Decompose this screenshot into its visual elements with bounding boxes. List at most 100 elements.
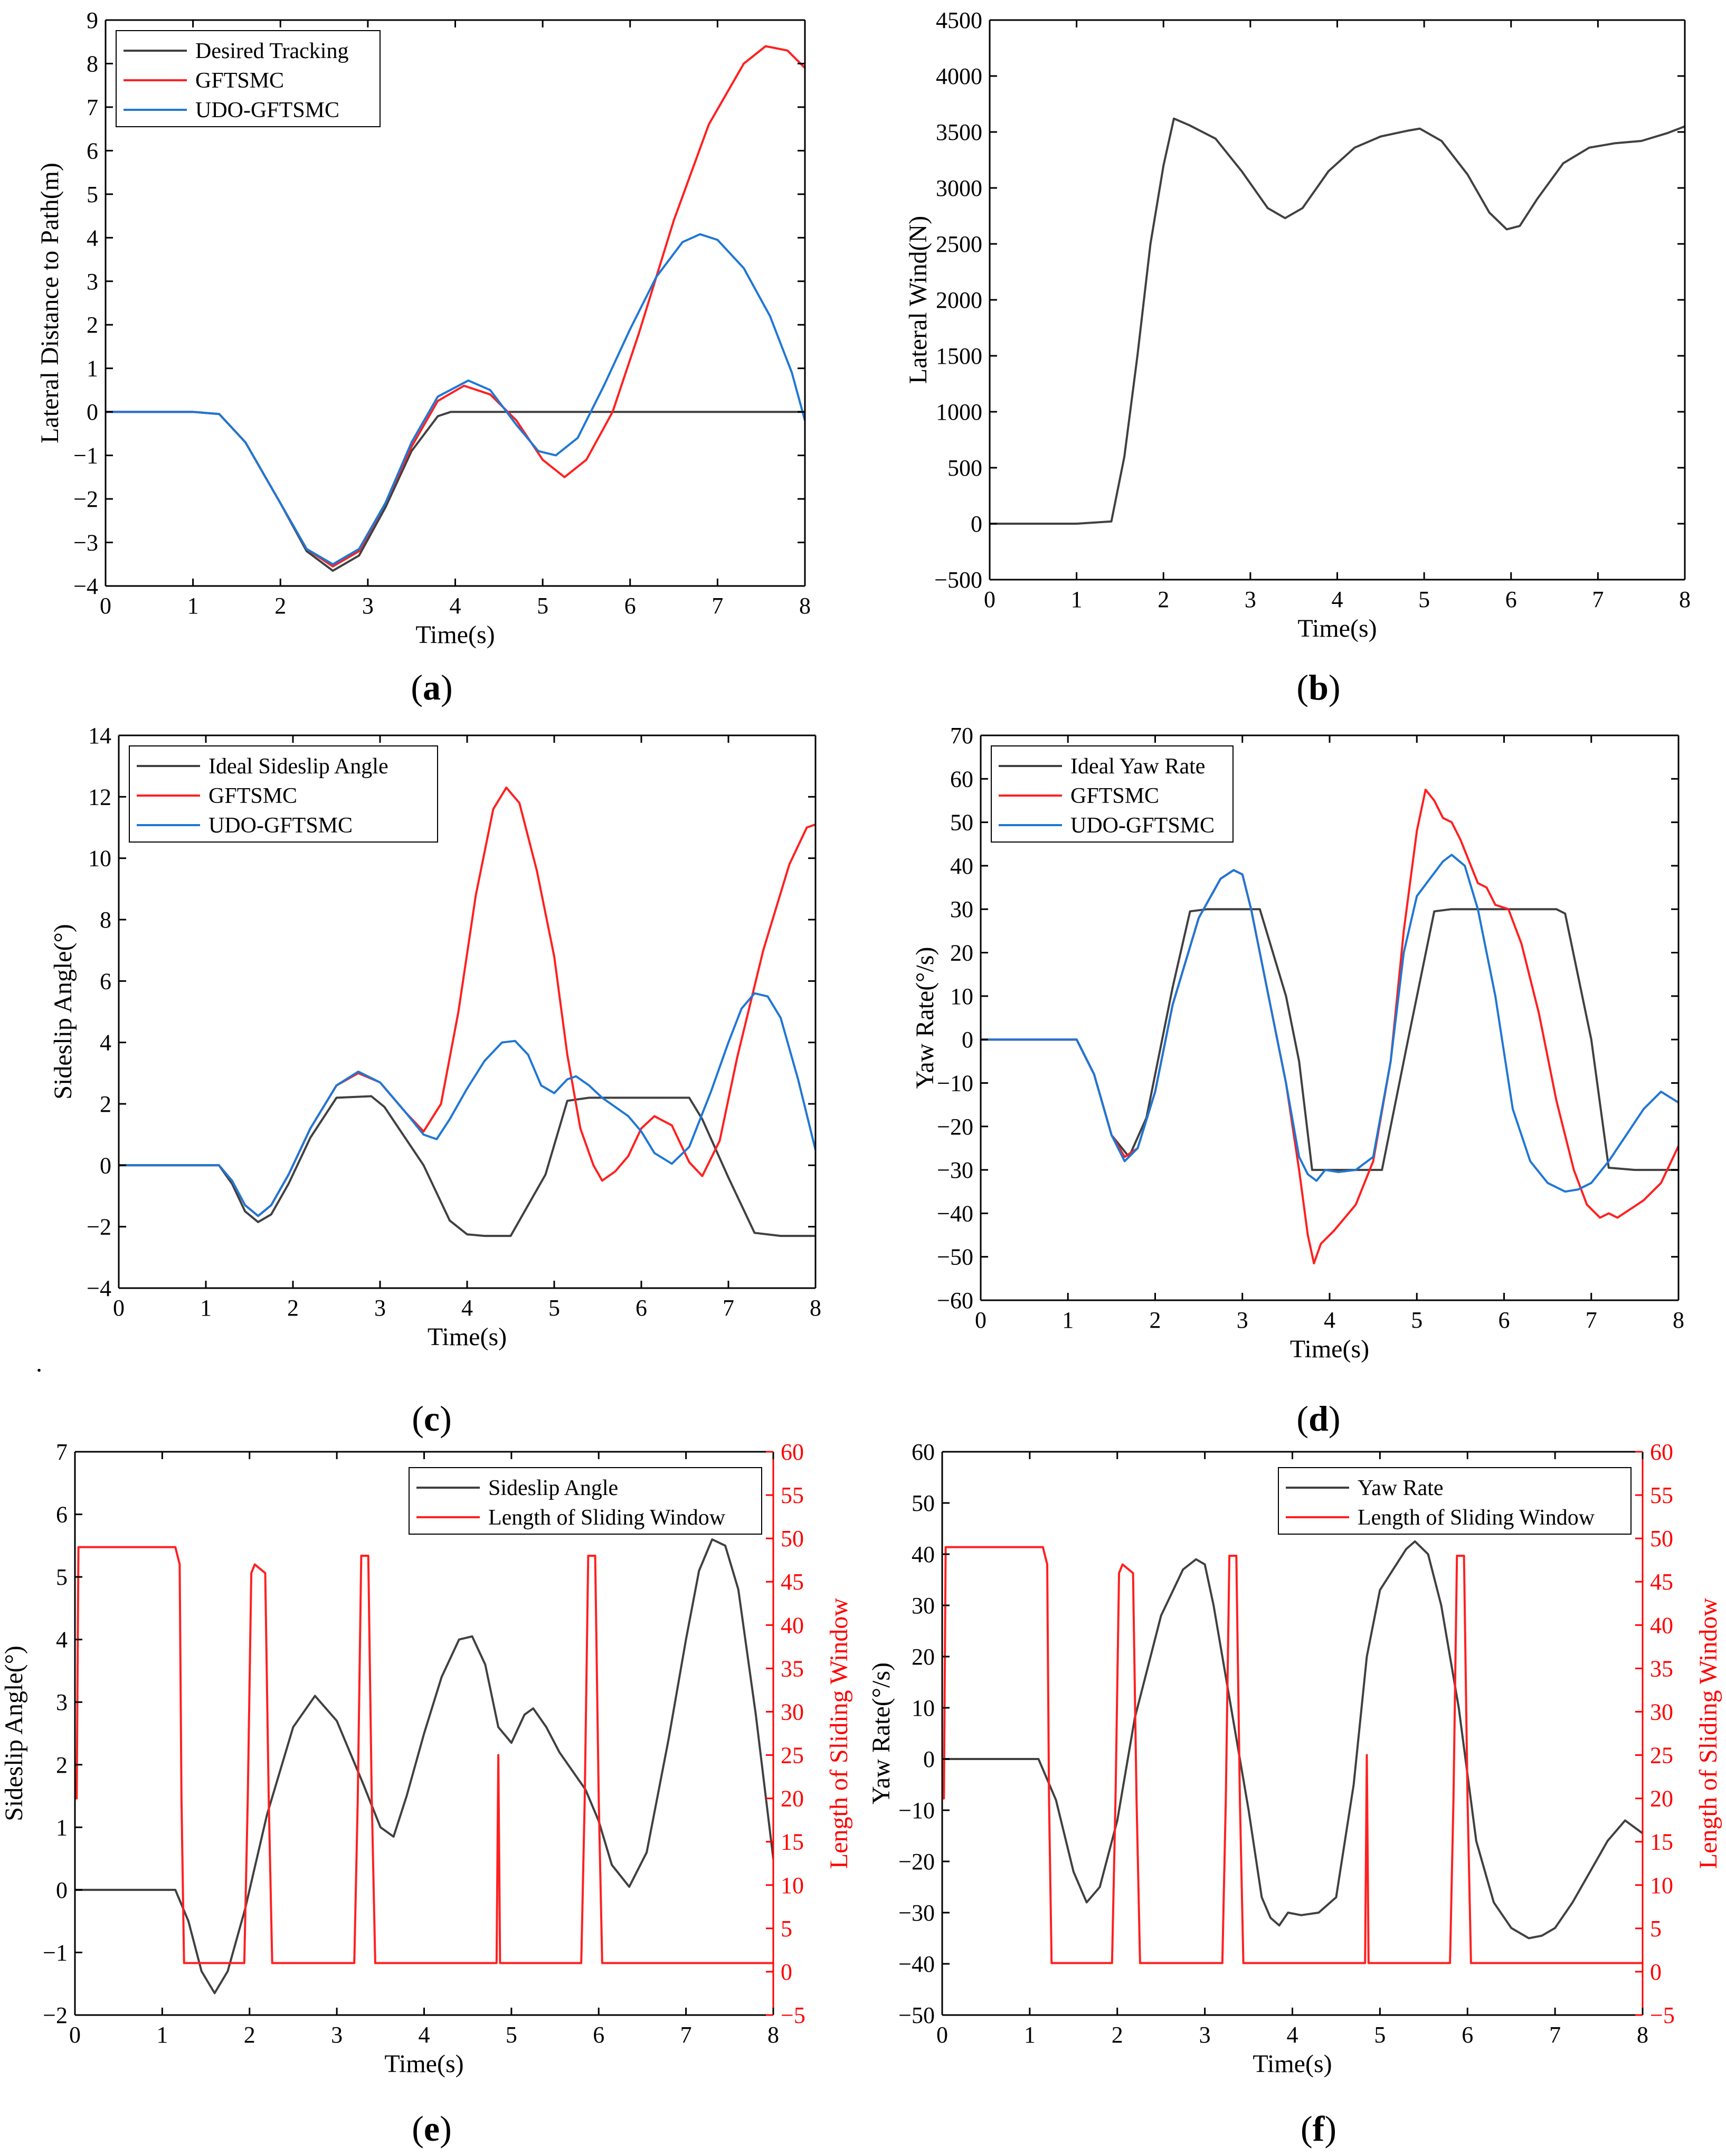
- y-tick-label: −3: [73, 530, 98, 556]
- x-tick-label: 0: [975, 1307, 987, 1333]
- series-line-ideal-yaw-rate: [981, 908, 1678, 1171]
- y-tick-label: 10: [88, 846, 111, 872]
- legend-box: [409, 1467, 762, 1535]
- y-tick-label: 5: [87, 182, 98, 207]
- x-tick-label: 2: [244, 2022, 255, 2048]
- y-tick-label: 70: [950, 723, 973, 749]
- x-tick-label: 8: [810, 1295, 821, 1321]
- y-tick-label: 1000: [936, 399, 982, 425]
- y-tick-label: 4: [100, 1030, 111, 1056]
- legend: Sideslip Angle Length of Sliding Window: [409, 1467, 762, 1535]
- series-line-ideal-sideslip-angle: [119, 1095, 815, 1237]
- y-tick-label: 50: [912, 1490, 935, 1516]
- y-right-tick-label: 30: [781, 1699, 804, 1725]
- y-right-tick-label: 15: [781, 1829, 804, 1855]
- legend-label: Desired Tracking: [195, 39, 348, 63]
- x-tick-label: 2: [1150, 1307, 1161, 1333]
- x-tick-label: 3: [374, 1295, 386, 1321]
- y-tick-label: 7: [87, 94, 98, 120]
- y-right-tick-label: 0: [781, 1959, 792, 1985]
- chart-a: 0 1 2 3 4 5 6 7 8 −4 −3 −2 −1 0 1 2 3 4 5 6 7 8 9 Time(s) Latera…: [36, 7, 811, 707]
- series-line-udo-gftsmc: [119, 992, 815, 1217]
- y-tick-label: −30: [937, 1157, 973, 1183]
- y-right-tick-label: 25: [1650, 1743, 1673, 1769]
- y-tick-label: 8: [87, 51, 98, 77]
- x-tick-label: 7: [723, 1295, 734, 1321]
- y-tick-label: 3: [56, 1689, 68, 1715]
- y-right-tick-label: 30: [1650, 1699, 1673, 1725]
- legend-label: Ideal Sideslip Angle: [208, 754, 388, 779]
- y-tick-label: −50: [937, 1244, 973, 1270]
- y-tick-label: 3500: [936, 119, 982, 145]
- x-tick-label: 6: [1499, 1307, 1510, 1333]
- y-axis-title: Lateral Wind(N): [904, 216, 932, 384]
- series-group: [990, 117, 1685, 525]
- x-tick-label: 1: [1071, 587, 1083, 612]
- y-right-tick-label: 5: [1650, 1916, 1662, 1942]
- y-right-tick-label: 25: [781, 1743, 804, 1769]
- legend-label: Sideslip Angle: [488, 1476, 618, 1500]
- y-right-tick-label: 60: [781, 1439, 804, 1465]
- x-axis-title: Time(s): [428, 1323, 507, 1351]
- y-tick-label: −30: [898, 1900, 935, 1926]
- panel-label: (e): [412, 2108, 452, 2149]
- x-tick-label: 3: [1245, 587, 1256, 612]
- y-tick-label: 7: [56, 1439, 68, 1465]
- panel-label: (b): [1296, 667, 1340, 707]
- x-tick-label: 2: [1158, 587, 1169, 612]
- legend: Yaw Rate Length of Sliding Window: [1278, 1467, 1632, 1535]
- y-right-tick-label: 5: [781, 1916, 792, 1942]
- y-right-tick-label: 45: [781, 1569, 804, 1595]
- y-tick-label: 2000: [936, 287, 982, 313]
- x-tick-label: 4: [450, 593, 461, 619]
- chart-e: 0 1 2 3 4 5 6 7 8−2−101234567−505101520253035404…: [0, 1439, 853, 2149]
- series-group: [106, 45, 805, 572]
- x-tick-label: 5: [506, 2022, 517, 2048]
- y-tick-label: 6: [87, 138, 98, 164]
- legend-label: Ideal Yaw Rate: [1070, 754, 1205, 779]
- series-line-length-of-sliding-window: [75, 1546, 773, 1964]
- series-line-sideslip-angle: [75, 1538, 773, 1994]
- y-tick-label: 1: [56, 1814, 68, 1840]
- y-right-tick-label: 20: [781, 1786, 804, 1812]
- y-tick-label: 3: [87, 269, 98, 295]
- y-tick-label: 10: [912, 1695, 935, 1721]
- y-tick-label: −40: [898, 1951, 935, 1977]
- y-tick-label: 4: [56, 1627, 68, 1653]
- y-tick-label: −60: [937, 1288, 973, 1313]
- x-tick-label: 8: [1673, 1307, 1684, 1333]
- x-axis-title: Time(s): [1297, 614, 1377, 642]
- panel-label: (a): [411, 667, 452, 707]
- y-tick-label: 2: [56, 1752, 68, 1778]
- y-tick-label: 20: [950, 940, 973, 966]
- x-tick-label: 6: [624, 593, 636, 619]
- x-tick-label: 2: [274, 593, 286, 619]
- y-tick-label: 4000: [936, 63, 982, 89]
- chart-b: 0 1 2 3 4 5 6 7 8−500050010001500200025003000350…: [904, 7, 1691, 707]
- series-line-length-of-sliding-window: [942, 1546, 1643, 1964]
- x-tick-label: 3: [331, 2022, 343, 2048]
- y-right-tick-label: −5: [1650, 2002, 1675, 2028]
- y-tick-label: 2: [87, 312, 98, 338]
- y-tick-label: 2500: [936, 231, 982, 257]
- y-tick-label: 4: [87, 225, 98, 251]
- series-line-udo-gftsmc: [981, 854, 1678, 1193]
- y-right-tick-label: 55: [781, 1482, 804, 1508]
- x-tick-label: 5: [537, 593, 548, 619]
- legend-label: GFTSMC: [195, 69, 284, 93]
- y-tick-label: 40: [912, 1542, 935, 1567]
- x-tick-label: 7: [712, 593, 723, 619]
- legend: Desired Tracking GFTSMC UDO-GFTSMC: [116, 30, 381, 127]
- y-tick-label: 1500: [936, 343, 982, 369]
- x-tick-label: 4: [419, 2022, 430, 2048]
- panel-label: (c): [412, 1398, 452, 1439]
- stray-dot: .: [36, 1349, 42, 1377]
- x-tick-label: 3: [1237, 1307, 1248, 1333]
- y-tick-label: −1: [73, 443, 98, 469]
- y-tick-label: −2: [73, 486, 98, 512]
- y-tick-label: 30: [912, 1593, 935, 1619]
- y-tick-label: 14: [88, 723, 111, 749]
- y-right-tick-label: 0: [1650, 1959, 1662, 1985]
